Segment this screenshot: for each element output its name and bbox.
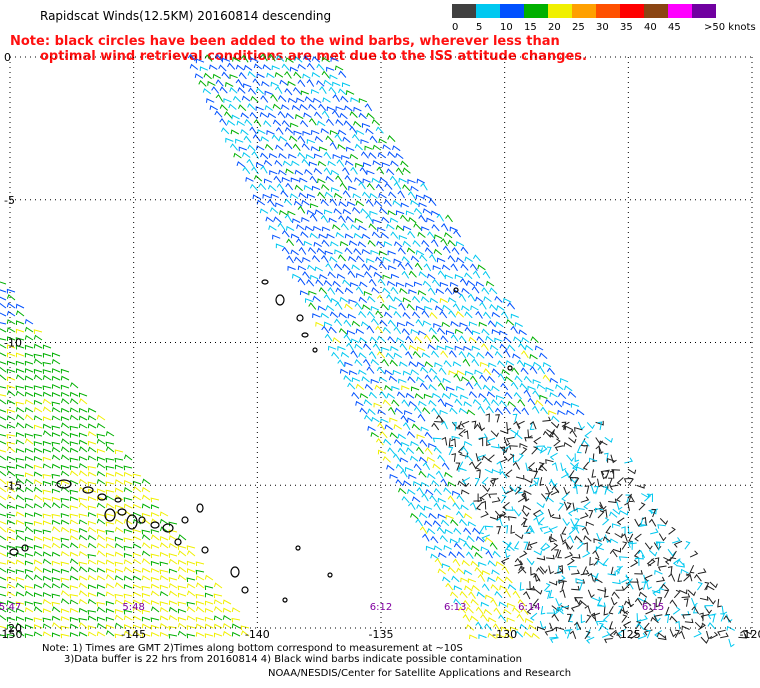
island-outline <box>230 566 240 578</box>
lon-tick-label: -145 <box>121 628 146 641</box>
island-outline <box>241 586 249 594</box>
island-outline <box>196 503 204 513</box>
lon-tick-label: -140 <box>245 628 270 641</box>
lat-lon-grid <box>9 56 753 629</box>
island-outline <box>9 548 19 556</box>
island-outline <box>282 597 288 603</box>
legend-label: 10 <box>500 22 513 33</box>
legend-swatch <box>500 4 524 18</box>
lon-tick-label: -130 <box>492 628 517 641</box>
legend-label: 40 <box>644 22 657 33</box>
time-label: 6:13 <box>444 602 466 613</box>
island-outline <box>117 508 127 516</box>
time-label: 5:48 <box>122 602 144 613</box>
footer-note-1: Note: 1) Times are GMT 2)Times along bot… <box>42 643 463 654</box>
island-outline <box>296 314 304 322</box>
island-outline <box>312 347 318 353</box>
time-label: 6:14 <box>518 602 540 613</box>
legend-swatch <box>620 4 644 18</box>
axis-tick-labels: 0 -5 -10 -15 -20-150 -145 -140 -135 -130 -125 -120 <box>0 51 760 641</box>
island-outline <box>301 332 309 338</box>
time-labels: 5:47 5:48 6:12 6:13 6:14 6:15 <box>0 602 664 613</box>
legend-label: 25 <box>572 22 585 33</box>
lon-tick-label: -125 <box>616 628 641 641</box>
legend-label: 35 <box>620 22 633 33</box>
legend-label: 45 <box>668 22 681 33</box>
island-outline <box>104 508 116 522</box>
legend-label: 5 <box>476 22 483 33</box>
legend-label: 15 <box>524 22 537 33</box>
time-label: 6:12 <box>370 602 392 613</box>
legend-swatch <box>572 4 596 18</box>
contamination-note-line-1: Note: black circles have been added to t… <box>10 34 560 49</box>
lon-tick-label: -150 <box>0 628 22 641</box>
lat-tick-label: 0 <box>4 51 11 64</box>
island-outline <box>181 516 189 524</box>
island-outline <box>261 279 269 285</box>
island-outline <box>295 545 301 551</box>
island-outline <box>275 294 285 306</box>
wind-barbs-layer <box>0 53 753 648</box>
island-outline <box>162 523 174 533</box>
island-outline <box>21 544 29 552</box>
legend-unit-label: >50 knots <box>704 22 756 33</box>
lat-tick-label: -10 <box>4 337 22 350</box>
island-outline <box>114 497 122 503</box>
contamination-note-line-2: optimal wind retrieval conditions are me… <box>40 49 587 64</box>
legend-swatch <box>452 4 476 18</box>
island-outline <box>138 516 146 524</box>
island-outline <box>201 546 209 554</box>
legend-swatch <box>692 4 716 18</box>
legend-swatch <box>644 4 668 18</box>
lat-tick-label: -5 <box>4 194 15 207</box>
lat-tick-label: -15 <box>4 479 22 492</box>
island-outline <box>453 287 459 293</box>
island-outline <box>97 493 107 501</box>
legend-label: 0 <box>452 22 459 33</box>
island-outline <box>56 479 72 489</box>
time-label: 6:15 <box>642 602 664 613</box>
legend-swatch <box>548 4 572 18</box>
legend-swatch <box>524 4 548 18</box>
map-title: Rapidscat Winds(12.5KM) 20160814 descend… <box>40 9 332 23</box>
legend-label: 30 <box>596 22 609 33</box>
island-outline <box>150 521 160 529</box>
island-outline <box>327 572 333 578</box>
island-outline <box>126 514 138 530</box>
lon-tick-label: -135 <box>369 628 394 641</box>
legend-swatch <box>596 4 620 18</box>
island-outlines-layer <box>9 279 513 603</box>
island-outline <box>174 538 182 546</box>
legend-swatch <box>476 4 500 18</box>
island-outline <box>82 486 94 494</box>
footer-credit: NOAA/NESDIS/Center for Satellite Applica… <box>268 668 572 679</box>
lon-tick-label: -120 <box>740 628 760 641</box>
island-outline <box>507 365 513 371</box>
legend-swatch <box>668 4 692 18</box>
time-label: 5:47 <box>0 602 21 613</box>
legend-label: 20 <box>548 22 561 33</box>
lat-tick-label: -20 <box>4 622 22 635</box>
footer-note-2: 3)Data buffer is 22 hrs from 20160814 4)… <box>64 654 522 665</box>
